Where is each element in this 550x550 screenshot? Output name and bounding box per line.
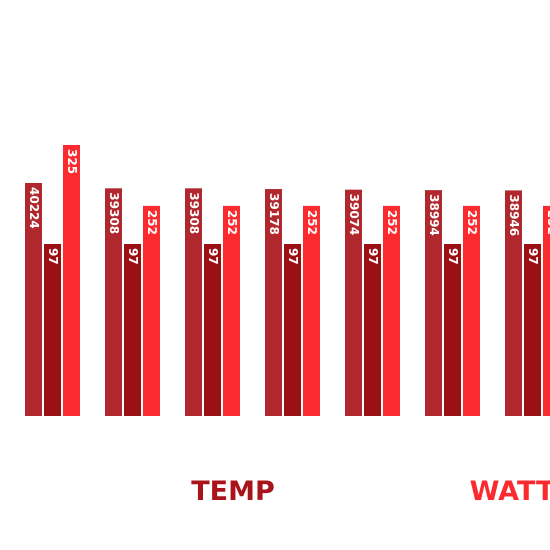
bar [284,244,301,416]
value-label: 39178 [267,193,281,235]
bar [105,188,122,416]
value-label: 38994 [427,194,441,236]
value-label: 39308 [107,192,121,234]
value-label: 97 [526,248,540,265]
bar [63,145,80,416]
section-label: WATT [470,476,550,507]
bar [185,188,202,416]
value-label: 325 [65,149,79,174]
bar [265,189,282,416]
bar [204,244,221,416]
value-label: 39074 [347,194,361,236]
bar [25,183,42,416]
value-label: 252 [465,210,479,235]
bar [425,190,442,416]
value-label: 40224 [27,187,41,229]
value-label: 97 [366,248,380,265]
value-label: 39308 [187,192,201,234]
bar [543,205,550,416]
value-label: 97 [46,248,60,265]
bar [463,205,480,416]
value-label: 97 [286,248,300,265]
bar [383,205,400,416]
bar [345,189,362,416]
value-label: 97 [446,248,460,265]
value-label: 97 [126,248,140,265]
value-label: 38946 [507,194,521,236]
bar [143,205,160,416]
value-label: 252 [385,210,399,235]
bar [524,244,541,416]
value-label: 252 [545,210,550,235]
value-label: 97 [206,248,220,265]
bar [303,205,320,416]
bar [444,244,461,416]
value-label: 252 [225,210,239,235]
section-label: TEMP [191,476,275,507]
bar [124,244,141,416]
value-label: 252 [145,210,159,235]
bar [505,190,522,416]
bar [223,205,240,416]
value-label: 252 [305,210,319,235]
bar [44,244,61,416]
bar [364,244,381,416]
